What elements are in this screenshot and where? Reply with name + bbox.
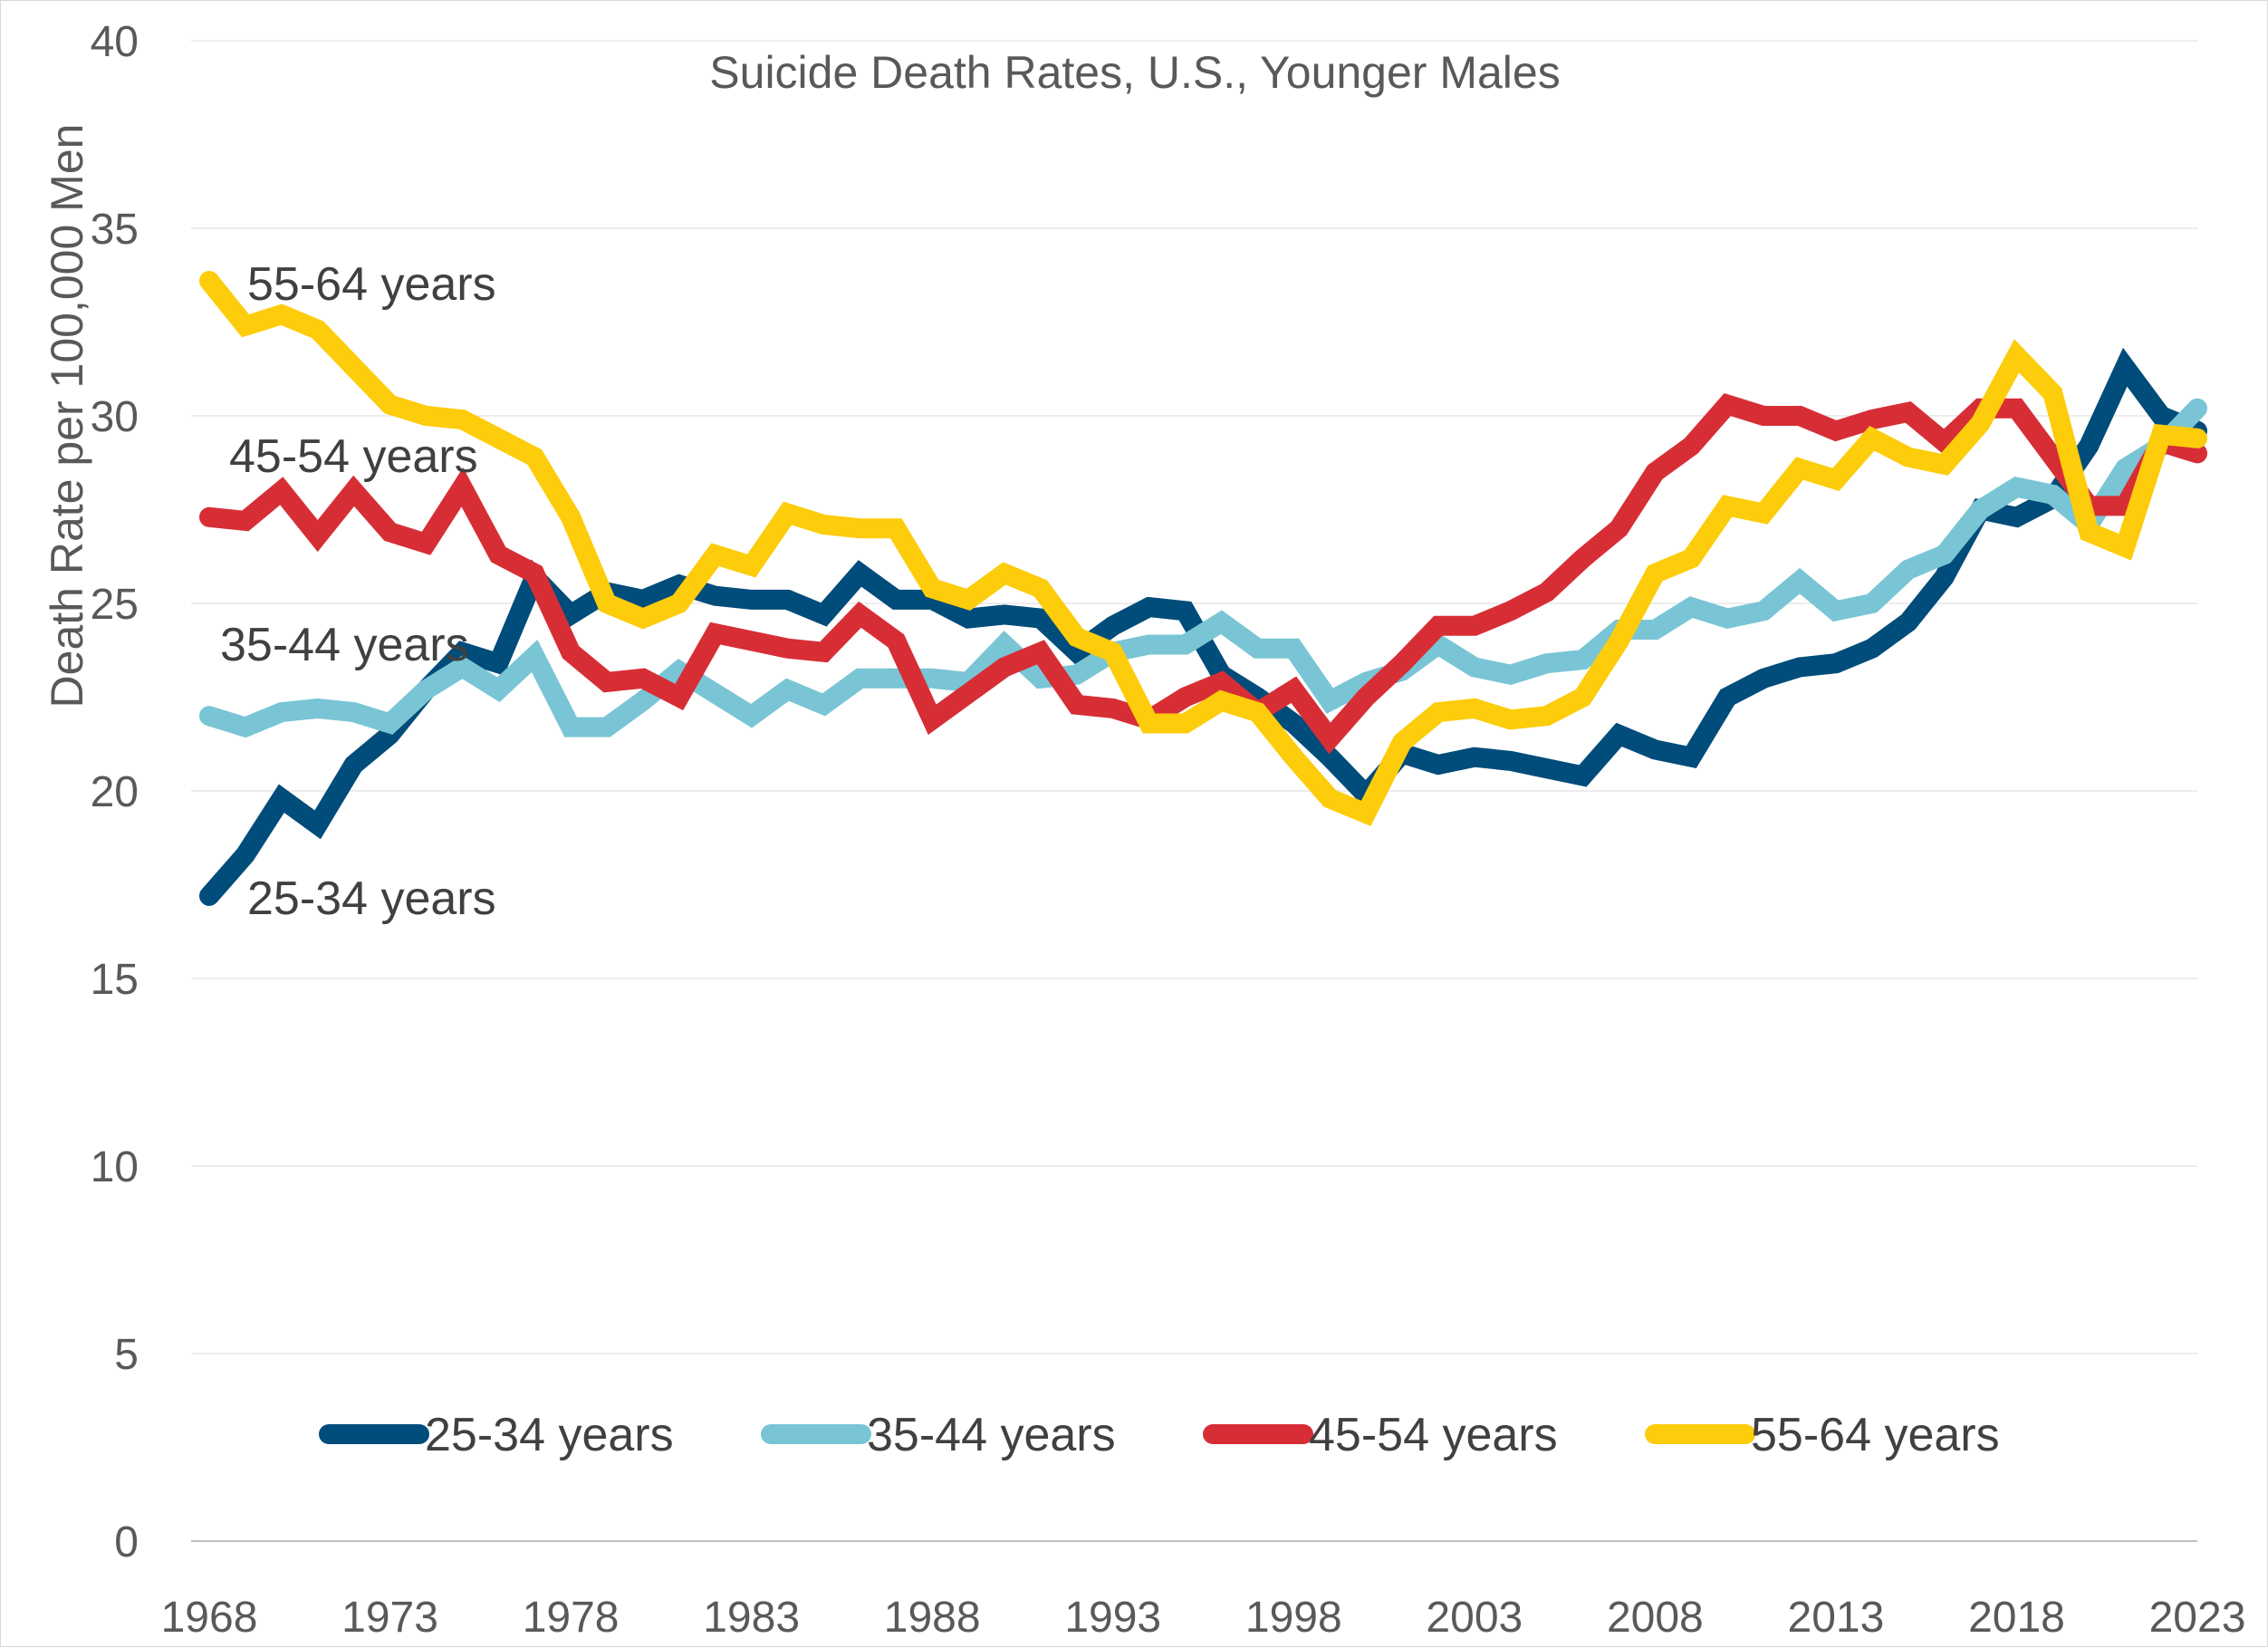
y-axis-title: Death Rate per 100,000 Men xyxy=(42,124,92,708)
series-label-35-44: 35-44 years xyxy=(220,619,469,671)
x-tick-2003: 2003 xyxy=(1426,1594,1523,1642)
y-tick-40: 40 xyxy=(91,18,139,66)
x-tick-2018: 2018 xyxy=(1968,1594,2065,1642)
y-tick-5: 5 xyxy=(114,1331,139,1379)
x-tick-1988: 1988 xyxy=(884,1594,981,1642)
y-tick-25: 25 xyxy=(91,581,139,629)
x-tick-1968: 1968 xyxy=(161,1594,258,1642)
x-tick-1983: 1983 xyxy=(703,1594,800,1642)
series-line-35-44-years xyxy=(199,398,2207,738)
x-tick-2013: 2013 xyxy=(1788,1594,1885,1642)
legend-label-45-54-years: 45-54 years xyxy=(1309,1409,1558,1461)
series-line-45-54-years xyxy=(199,392,2207,755)
y-tick-10: 10 xyxy=(91,1143,139,1191)
x-tick-1973: 1973 xyxy=(341,1594,438,1642)
y-tick-30: 30 xyxy=(91,393,139,441)
y-tick-20: 20 xyxy=(91,768,139,816)
legend: 25-34 years 35-44 years 45-54 years 55-64 y… xyxy=(319,1409,2000,1461)
x-tick-2023: 2023 xyxy=(2149,1594,2246,1642)
series-label-45-54: 45-54 years xyxy=(229,430,478,483)
legend-label-35-44-years: 35-44 years xyxy=(867,1409,1116,1461)
legend-label-55-64-years: 55-64 years xyxy=(1751,1409,2000,1461)
x-tick-2008: 2008 xyxy=(1607,1594,1704,1642)
x-tick-labels: 1968 1973 1978 1983 1988 1993 1998 2003 2008 2013… xyxy=(161,1594,2246,1642)
series-lines xyxy=(199,271,2207,906)
x-tick-1993: 1993 xyxy=(1064,1594,1161,1642)
y-tick-labels: 0 5 10 15 20 25 30 35 40 xyxy=(91,18,139,1566)
y-tick-15: 15 xyxy=(91,956,139,1004)
x-tick-1998: 1998 xyxy=(1245,1594,1342,1642)
series-inline-labels: 55-64 years 45-54 years 35-44 years 25-3… xyxy=(220,258,496,925)
series-label-55-64: 55-64 years xyxy=(247,258,496,311)
chart-title: Suicide Death Rates, U.S., Younger Males xyxy=(709,47,1560,98)
series-line-55-64-years xyxy=(199,271,2207,826)
x-tick-1978: 1978 xyxy=(523,1594,620,1642)
legend-label-25-34-years: 25-34 years xyxy=(425,1409,674,1461)
y-tick-35: 35 xyxy=(91,206,139,254)
series-label-25-34: 25-34 years xyxy=(247,872,496,925)
y-tick-0: 0 xyxy=(114,1518,139,1566)
